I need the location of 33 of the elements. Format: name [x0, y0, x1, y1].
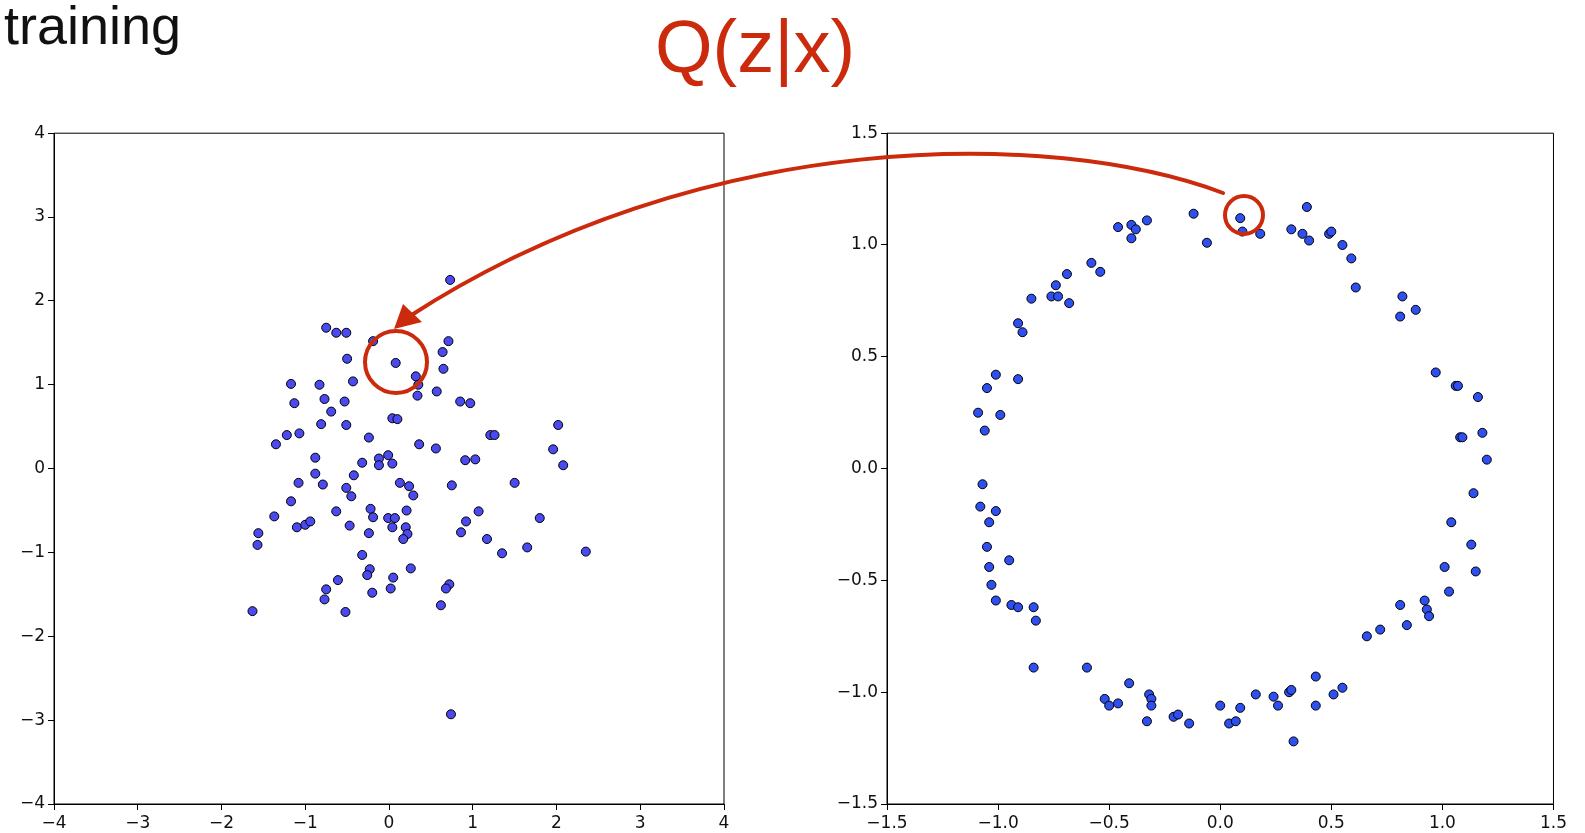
y-tick-label: −1	[19, 540, 45, 561]
y-tick-label: −3	[19, 708, 45, 729]
x-tick-label: −1.0	[977, 811, 1019, 832]
y-tick-label: 0	[34, 457, 45, 478]
x-tick-label: 3	[634, 811, 646, 832]
y-tick-label: 0.0	[850, 457, 878, 478]
x-tick-label: 1.5	[1539, 811, 1568, 832]
y-tick-label: 1.5	[850, 121, 878, 142]
x-tick-label: 0.5	[1317, 811, 1345, 832]
y-tick-label: 1.0	[850, 233, 878, 254]
x-tick-label: 1	[467, 811, 479, 832]
y-tick-label: −1.5	[836, 792, 878, 813]
y-tick-label: 2	[34, 289, 45, 310]
y-tick-label: 3	[34, 205, 45, 226]
x-tick-label: 2	[551, 811, 562, 832]
y-tick-label: 1	[34, 373, 45, 394]
x-tick-label: −3	[125, 811, 151, 832]
x-tick-label: −1.5	[866, 811, 908, 832]
x-tick-label: −2	[208, 811, 235, 832]
x-tick-label: 0.0	[1206, 811, 1234, 832]
text: Q(z|x)	[655, 4, 856, 89]
y-tick-label: 4	[34, 121, 45, 142]
chart-title: training	[4, 0, 182, 56]
x-tick-label: −0.5	[1088, 811, 1130, 832]
y-tick-label: −0.5	[836, 568, 878, 589]
y-tick-label: 0.5	[850, 345, 878, 366]
y-tick-label: −4	[19, 792, 45, 813]
y-tick-label: −1.0	[836, 680, 878, 701]
x-tick-label: −1	[292, 811, 318, 832]
x-tick-label: 0	[383, 811, 395, 832]
y-tick-label: −2	[19, 624, 45, 645]
x-tick-label: 4	[718, 811, 730, 832]
x-tick-label: 1.0	[1428, 811, 1456, 832]
